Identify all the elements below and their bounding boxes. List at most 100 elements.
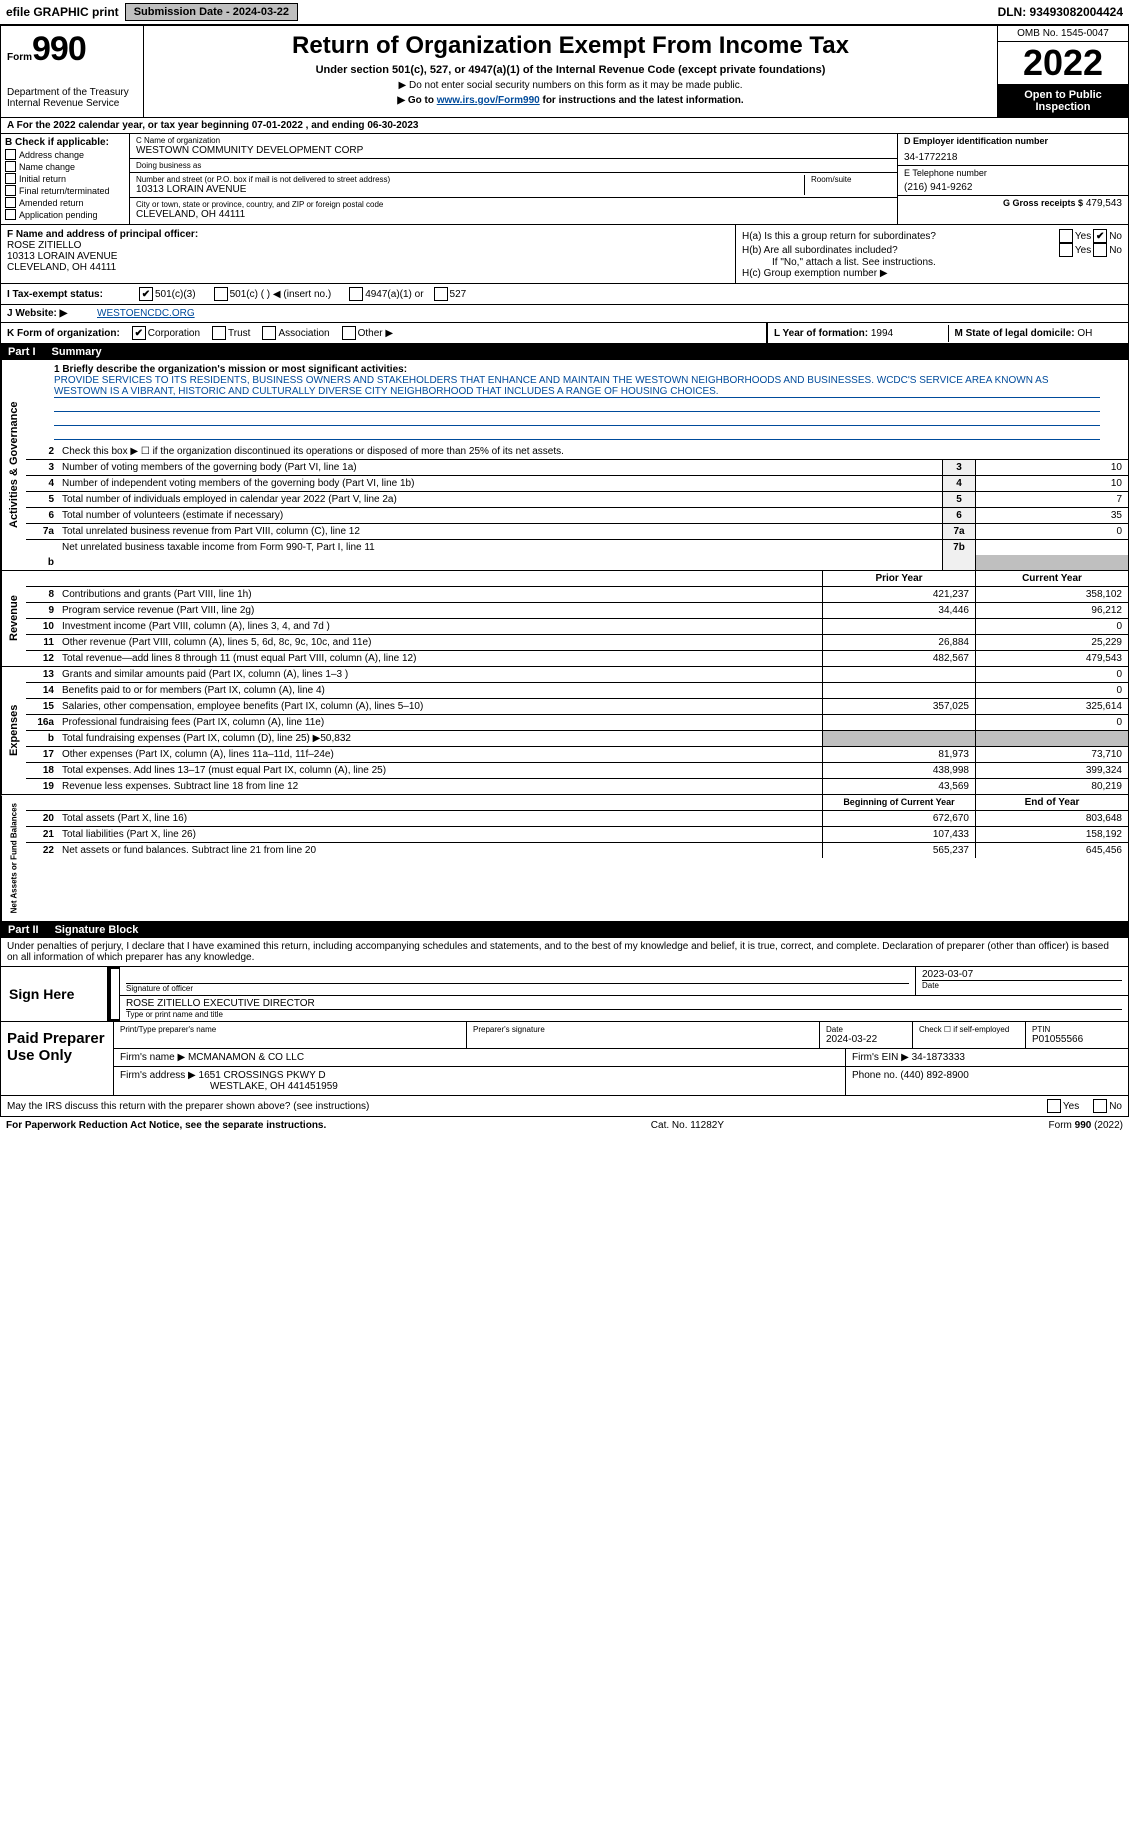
section-expenses: Expenses 13 Grants and similar amounts p… [0,667,1129,795]
section-net: Net Assets or Fund Balances Beginning of… [0,795,1129,922]
hb-yes-check[interactable] [1059,243,1073,257]
check-corp[interactable]: ✔ [132,326,146,340]
col-begin-header: Beginning of Current Year [822,795,975,810]
row-i: I Tax-exempt status: ✔501(c)(3) 501(c) (… [0,284,1129,305]
tab-revenue: Revenue [1,571,26,666]
table-row: 16a Professional fundraising fees (Part … [26,715,1128,731]
addr-label: Number and street (or P.O. box if mail i… [136,175,804,184]
footer-left: For Paperwork Reduction Act Notice, see … [6,1120,326,1131]
check-assoc[interactable] [262,326,276,340]
year-formation: 1994 [871,328,893,339]
col-f: F Name and address of principal officer:… [1,225,736,283]
table-row: 17 Other expenses (Part IX, column (A), … [26,747,1128,763]
col-prior-header: Prior Year [822,571,975,586]
dept-label: Department of the Treasury [7,87,137,98]
hc-label: H(c) Group exemption number ▶ [742,268,1122,279]
mission-block: 1 Briefly describe the organization's mi… [26,360,1128,444]
col-end-header: End of Year [975,795,1128,810]
ha-no-check[interactable]: ✔ [1093,229,1107,243]
hb-note: If "No," attach a list. See instructions… [742,257,1122,268]
ssn-note: ▶ Do not enter social security numbers o… [152,80,989,91]
section-revenue: Revenue Prior Year Current Year 8 Contri… [0,571,1129,667]
table-row: 18 Total expenses. Add lines 13–17 (must… [26,763,1128,779]
table-row: 19 Revenue less expenses. Subtract line … [26,779,1128,794]
org-name-label: C Name of organization [136,136,891,145]
org-name: WESTOWN COMMUNITY DEVELOPMENT CORP [136,145,891,156]
firm-addr2: WESTLAKE, OH 441451959 [120,1081,839,1092]
tab-expenses: Expenses [1,667,26,794]
part1-header: Part I Summary [0,344,1129,360]
gross-value: 479,543 [1086,198,1122,209]
check-amended[interactable] [5,197,16,208]
check-trust[interactable] [212,326,226,340]
table-row: 6 Total number of volunteers (estimate i… [26,508,1128,524]
section-fh: F Name and address of principal officer:… [0,225,1129,284]
check-pending[interactable] [5,209,16,220]
discuss-no-check[interactable] [1093,1099,1107,1113]
gross-label: G Gross receipts $ [1003,198,1083,208]
table-row: 3 Number of voting members of the govern… [26,460,1128,476]
check-self-employed[interactable]: Check ☐ if self-employed [912,1022,1025,1048]
check-501c[interactable] [214,287,228,301]
ein-label: D Employer identification number [904,136,1122,146]
col-d: D Employer identification number 34-1772… [897,134,1128,224]
tab-net: Net Assets or Fund Balances [1,795,26,921]
col-current-header: Current Year [975,571,1128,586]
form-header: Form990 Department of the Treasury Inter… [0,25,1129,118]
officer-addr1: 10313 LORAIN AVENUE [7,251,729,262]
firm-ein-label: Firm's EIN ▶ [852,1052,909,1063]
prep-name-label: Print/Type preparer's name [120,1025,460,1034]
tax-year: 2022 [998,42,1128,85]
tax-status-label: I Tax-exempt status: [7,289,137,300]
dba-label: Doing business as [136,161,891,170]
submission-date-button[interactable]: Submission Date - 2024-03-22 [125,3,298,21]
table-row: Net unrelated business taxable income fr… [26,540,1128,555]
table-row: 10 Investment income (Part VIII, column … [26,619,1128,635]
firm-ein: 34-1873333 [912,1052,965,1063]
open-public-badge: Open to Public Inspection [998,85,1128,117]
city-value: CLEVELAND, OH 44111 [136,209,891,220]
discuss-yes-check[interactable] [1047,1099,1061,1113]
bracket-icon [107,967,119,1021]
firm-addr1: 1651 CROSSINGS PKWY D [199,1070,326,1081]
row-j: J Website: ▶ WESTOENCDC.ORG [0,305,1129,323]
sign-here-label: Sign Here [1,967,107,1021]
row-a: A For the 2022 calendar year, or tax yea… [0,118,1129,134]
table-row: 21 Total liabilities (Part X, line 26) 1… [26,827,1128,843]
form-title: Return of Organization Exempt From Incom… [152,32,989,60]
check-address[interactable] [5,149,16,160]
col-c: C Name of organization WESTOWN COMMUNITY… [130,134,897,224]
check-other[interactable] [342,326,356,340]
year-formation-label: L Year of formation: [774,328,868,339]
table-row: 7a Total unrelated business revenue from… [26,524,1128,540]
firm-phone: (440) 892-8900 [900,1070,968,1081]
check-initial[interactable] [5,173,16,184]
hb-no-check[interactable] [1093,243,1107,257]
form-org-label: K Form of organization: [7,328,120,339]
col-b: B Check if applicable: Address change Na… [1,134,130,224]
check-4947[interactable] [349,287,363,301]
phone-label: E Telephone number [904,168,1122,178]
omb-label: OMB No. 1545-0047 [998,26,1128,42]
check-527[interactable] [434,287,448,301]
prep-date-label: Date [826,1025,906,1034]
part2-title: Signature Block [55,924,139,936]
table-row: 4 Number of independent voting members o… [26,476,1128,492]
street-address: 10313 LORAIN AVENUE [136,184,804,195]
check-final[interactable] [5,185,16,196]
table-row: 22 Net assets or fund balances. Subtract… [26,843,1128,858]
mission-text: PROVIDE SERVICES TO ITS RESIDENTS, BUSIN… [54,375,1100,398]
sig-date: 2023-03-07 [922,969,1122,980]
penalty-text: Under penalties of perjury, I declare th… [0,938,1129,967]
part1-number: Part I [8,346,36,358]
ptin-value: P01055566 [1032,1034,1122,1045]
check-name[interactable] [5,161,16,172]
check-501c3[interactable]: ✔ [139,287,153,301]
discuss-label: May the IRS discuss this return with the… [7,1101,369,1112]
irs-link[interactable]: www.irs.gov/Form990 [437,95,540,106]
tab-activities: Activities & Governance [1,360,26,570]
ha-yes-check[interactable] [1059,229,1073,243]
footer-mid: Cat. No. 11282Y [651,1120,724,1131]
website-link[interactable]: WESTOENCDC.ORG [97,308,195,319]
firm-addr-label: Firm's address ▶ [120,1070,196,1081]
